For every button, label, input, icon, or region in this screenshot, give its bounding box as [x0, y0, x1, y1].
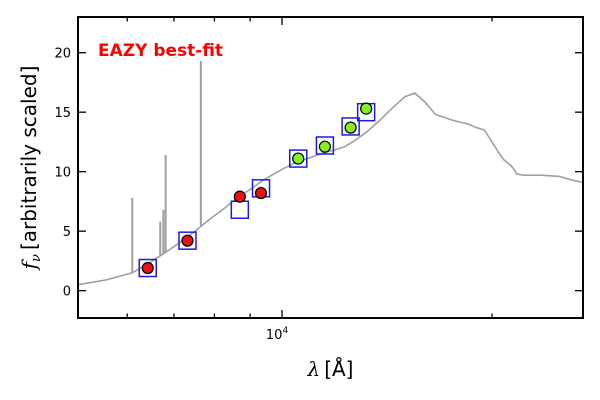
y-axis-text: [arbitrarily scaled] [17, 66, 41, 250]
red-photometry-point [181, 234, 194, 247]
template-spectrum-line [77, 92, 584, 286]
y-tick-label: 20 [54, 47, 71, 62]
x-axis-symbol: λ [307, 357, 321, 381]
x-axis-unit: [Å] [324, 357, 353, 381]
photometry-box [230, 200, 250, 219]
x-tick-base: 10 [266, 328, 283, 343]
best-fit-annotation: EAZY best-fit [98, 41, 223, 61]
photometry-box [138, 258, 157, 278]
photometry-box [178, 231, 197, 250]
green-photometry-point [318, 140, 332, 153]
x-tick-label: 104 [266, 326, 289, 343]
green-photometry-point [360, 102, 373, 115]
y-axis-subscript: ν [29, 254, 44, 262]
photometry-box [289, 149, 308, 168]
green-photometry-point [292, 152, 305, 165]
plot-frame [77, 16, 584, 319]
red-photometry-point [233, 190, 246, 203]
red-photometry-point [141, 261, 154, 275]
y-tick-label: 5 [63, 225, 71, 240]
y-tick-label: 15 [54, 106, 71, 121]
y-axis-label: fν[arbitrarily scaled] [17, 66, 44, 272]
photometry-box [315, 136, 335, 155]
x-tick-exponent: 4 [282, 326, 288, 336]
y-tick-label: 10 [54, 166, 71, 181]
green-photometry-point [344, 121, 357, 134]
x-axis-label: λ [Å] [307, 357, 354, 381]
red-photometry-point [254, 186, 268, 200]
plot-content [77, 61, 584, 286]
photometry-box [341, 117, 360, 136]
axis-ticks [78, 17, 583, 318]
y-tick-label: 0 [63, 285, 71, 300]
